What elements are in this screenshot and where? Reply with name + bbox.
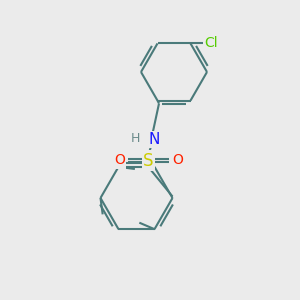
Text: O: O (114, 154, 125, 167)
Text: Cl: Cl (204, 36, 218, 50)
Text: H: H (130, 131, 140, 145)
Text: O: O (172, 154, 183, 167)
Text: N: N (148, 132, 160, 147)
Text: S: S (143, 152, 154, 169)
